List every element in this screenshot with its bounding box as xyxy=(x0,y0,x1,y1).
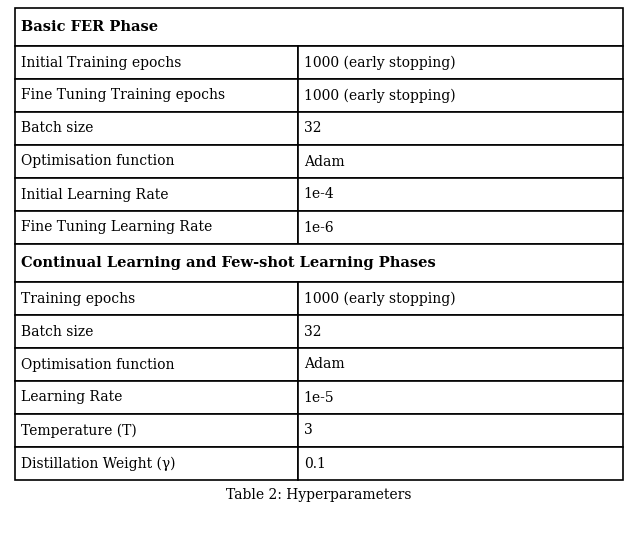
Text: 1e-5: 1e-5 xyxy=(304,390,334,404)
Text: Basic FER Phase: Basic FER Phase xyxy=(21,20,158,34)
Text: Optimisation function: Optimisation function xyxy=(21,357,175,372)
Bar xyxy=(15,315,298,348)
Text: Distillation Weight (γ): Distillation Weight (γ) xyxy=(21,457,175,470)
Bar xyxy=(15,211,298,244)
Text: 1000 (early stopping): 1000 (early stopping) xyxy=(304,292,456,305)
Bar xyxy=(298,145,623,178)
Text: 0.1: 0.1 xyxy=(304,457,325,470)
Bar xyxy=(15,178,298,211)
Bar xyxy=(298,381,623,414)
Text: Learning Rate: Learning Rate xyxy=(21,390,122,404)
Text: 32: 32 xyxy=(304,122,321,136)
Bar xyxy=(298,178,623,211)
Bar xyxy=(15,244,623,282)
Text: Adam: Adam xyxy=(304,154,345,169)
Bar xyxy=(298,211,623,244)
Bar xyxy=(15,381,298,414)
Text: 1e-4: 1e-4 xyxy=(304,187,334,201)
Bar xyxy=(15,414,298,447)
Text: Continual Learning and Few-shot Learning Phases: Continual Learning and Few-shot Learning… xyxy=(21,256,436,270)
Text: 1e-6: 1e-6 xyxy=(304,221,334,234)
Bar xyxy=(298,315,623,348)
Text: 3: 3 xyxy=(304,423,313,437)
Bar xyxy=(15,112,298,145)
Bar xyxy=(15,79,298,112)
Bar xyxy=(298,348,623,381)
Bar xyxy=(298,447,623,480)
Text: Batch size: Batch size xyxy=(21,122,93,136)
Text: 1000 (early stopping): 1000 (early stopping) xyxy=(304,56,456,70)
Text: Optimisation function: Optimisation function xyxy=(21,154,175,169)
Text: Fine Tuning Learning Rate: Fine Tuning Learning Rate xyxy=(21,221,212,234)
Bar xyxy=(298,46,623,79)
Text: Initial Learning Rate: Initial Learning Rate xyxy=(21,187,168,201)
Bar xyxy=(298,282,623,315)
Text: Temperature (T): Temperature (T) xyxy=(21,423,137,438)
Bar xyxy=(298,112,623,145)
Bar xyxy=(298,414,623,447)
Bar xyxy=(298,79,623,112)
Text: 1000 (early stopping): 1000 (early stopping) xyxy=(304,88,456,103)
Text: Batch size: Batch size xyxy=(21,325,93,339)
Bar xyxy=(15,282,298,315)
Bar xyxy=(15,348,298,381)
Text: 32: 32 xyxy=(304,325,321,339)
Bar xyxy=(15,8,623,46)
Text: Initial Training epochs: Initial Training epochs xyxy=(21,56,181,69)
Text: Adam: Adam xyxy=(304,357,345,372)
Text: Training epochs: Training epochs xyxy=(21,292,135,305)
Text: Table 2: Hyperparameters: Table 2: Hyperparameters xyxy=(226,488,412,502)
Text: Fine Tuning Training epochs: Fine Tuning Training epochs xyxy=(21,89,225,103)
Bar xyxy=(15,46,298,79)
Bar xyxy=(15,447,298,480)
Bar xyxy=(15,145,298,178)
